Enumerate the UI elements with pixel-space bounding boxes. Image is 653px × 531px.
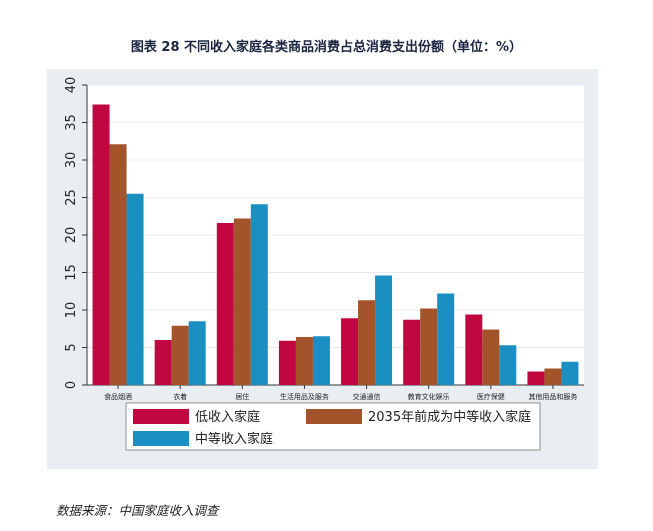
category-labels: 食品烟酒 衣着 居住 生活用品及服务 交通通信 教育文化娱乐 医疗保健 其他用品和服务 <box>104 392 577 401</box>
y-tick-label: 5 <box>64 343 79 351</box>
bar <box>499 345 517 385</box>
bars <box>92 104 579 385</box>
legend-label: 低收入家庭 <box>195 409 260 425</box>
x-tick-label: 交通通信 <box>353 392 381 401</box>
bar <box>109 144 127 385</box>
x-tick-label: 居住 <box>235 392 249 401</box>
bar <box>375 275 393 385</box>
bar <box>544 368 562 385</box>
bar <box>341 318 359 385</box>
y-tick-label: 0 <box>64 381 79 389</box>
y-tick-label: 15 <box>64 264 79 281</box>
y-tick-label: 35 <box>64 114 79 131</box>
x-tick-label: 教育文化娱乐 <box>408 392 450 401</box>
y-tick-label: 30 <box>64 152 79 169</box>
y-tick-label: 40 <box>64 77 79 94</box>
y-tick-label: 20 <box>64 227 79 244</box>
legend-swatch <box>133 431 189 446</box>
bar <box>154 340 172 385</box>
bar <box>561 361 579 385</box>
bar <box>465 314 483 385</box>
bar <box>527 371 545 385</box>
legend-label: 2035年前成为中等收入家庭 <box>368 409 531 425</box>
chart-panel: 0 5 10 15 20 25 30 35 40 食品烟酒 衣着 居住 生活用品及服务 交通通信 教育文化… <box>47 69 598 469</box>
legend-label: 中等收入家庭 <box>195 431 273 447</box>
bar <box>437 293 455 385</box>
bar <box>358 300 376 385</box>
x-tick-label: 衣着 <box>173 392 187 401</box>
bar <box>188 321 206 385</box>
bar <box>171 325 189 385</box>
bar <box>312 336 330 385</box>
bar <box>92 104 110 385</box>
source-note: 数据来源：中国家庭收入调查 <box>56 503 219 518</box>
legend-swatch <box>306 409 362 424</box>
x-tick-label: 生活用品及服务 <box>280 392 329 401</box>
page-title: 图表 28 不同收入家庭各类商品消费占总消费支出份额（单位：%） <box>130 40 523 55</box>
bar <box>233 218 251 385</box>
legend-swatch <box>133 409 189 424</box>
bar <box>126 193 144 385</box>
x-tick-label: 食品烟酒 <box>104 392 132 401</box>
x-tick-label: 其他用品和服务 <box>528 392 577 401</box>
bar <box>295 337 313 385</box>
bar <box>482 329 500 385</box>
bar <box>278 340 296 385</box>
bar <box>216 223 234 385</box>
bar <box>403 319 421 385</box>
y-tick-label: 10 <box>64 302 79 319</box>
bar-chart: 0 5 10 15 20 25 30 35 40 食品烟酒 衣着 居住 生活用品及服务 交通通信 教育文化… <box>64 77 584 451</box>
bar <box>420 308 438 385</box>
x-tick-label: 医疗保健 <box>477 392 505 401</box>
bar <box>250 204 268 385</box>
y-tick-label: 25 <box>64 189 79 206</box>
